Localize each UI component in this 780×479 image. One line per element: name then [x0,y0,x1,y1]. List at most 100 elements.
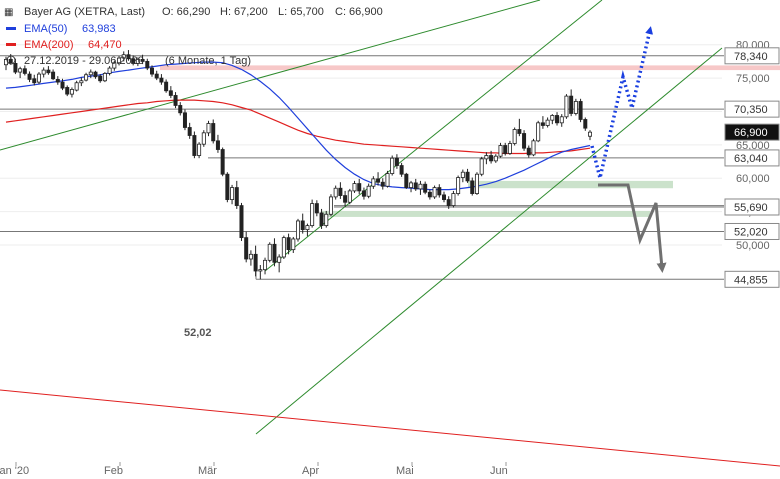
candle-body-down [583,119,588,129]
candle [319,208,324,229]
candle [74,80,79,92]
candle-body-down [154,73,159,79]
candle [178,102,183,116]
candle [512,127,517,146]
candle [573,98,578,116]
candle [140,54,145,65]
candle-body-up [135,59,140,64]
annotation-label: 52,02 [184,327,212,339]
bullish-scenario-arrow [590,26,653,179]
candle [79,77,84,87]
candle-body-down [65,87,70,95]
candle [84,72,89,82]
candle [441,191,446,203]
candle-body-up [451,193,456,206]
candle-body-down [168,90,173,96]
x-tick-label: Mai [396,465,414,477]
ohlc-low: L: 65,700 [278,6,324,18]
candle [324,210,329,228]
candle [244,231,249,263]
candle-body-up [536,122,541,142]
candle [545,117,550,128]
candle [117,56,122,66]
candle [277,254,282,273]
candle-body-down [272,243,277,263]
candle-body-up [230,187,235,200]
candle [131,55,136,66]
candle-body-down [98,75,103,82]
x-tick-label: Jun [490,465,508,477]
candle-body-up [36,73,41,83]
candle [88,69,93,79]
candle [437,184,442,198]
candle-body-up [267,243,272,261]
candle [248,250,253,266]
candle-body-up [295,220,300,240]
candle [338,182,343,199]
y-tick-label: 75,000 [736,73,770,85]
candle-body-up [460,171,465,178]
candle [46,66,51,75]
candle-body-down [27,73,32,80]
candle [168,86,173,99]
candle-body-up [107,67,112,74]
candle [55,76,60,85]
candle-body-up [390,157,395,174]
candle [13,58,18,75]
level-label: 70,350 [734,104,768,116]
candle-body-up [112,62,117,69]
level-label-box [724,222,780,240]
candle-body-down [93,71,98,78]
price-axis: 80,00075,00070,00065,00060,00055,00050,0… [724,40,780,288]
candle [493,154,498,163]
candle [409,180,414,193]
x-tick-label: Mär [198,465,217,477]
candle-body-down [399,165,404,175]
candle-body-up [545,119,550,126]
candle [465,168,470,183]
candle-body-down [140,59,145,62]
candle [507,140,512,155]
candle-body-down [376,178,381,183]
candle-body-up [474,173,479,194]
candle-body-down [126,54,131,60]
ohlc-high: H: 67,200 [220,6,268,18]
candle [286,233,291,255]
support-zone [468,180,673,189]
candle [239,202,244,241]
price-zones [160,65,780,217]
candle [385,170,390,188]
candle [310,199,315,228]
candle-body-down [517,129,522,134]
candle-body-down [225,173,230,200]
candle [366,183,371,199]
candle [187,122,192,139]
candle-body-down [32,78,37,84]
candle-body-down [192,135,197,156]
candle [291,236,296,253]
candle [93,70,98,79]
level-label: 66,900 [734,127,768,139]
candle [121,51,126,62]
candle-body-up [102,73,107,82]
candle [112,60,117,71]
candle [182,109,187,131]
candle-body-up [281,237,286,258]
candle-body-down [578,101,583,120]
candle [559,114,564,127]
candle [352,180,357,193]
candle [211,119,216,144]
y-tick-label: 50,000 [736,240,770,252]
candle-body-up [69,89,74,95]
candle [394,154,399,169]
candle-body-down [343,195,348,203]
legend: ▦ Bayer AG (XETRA, Last) O: 66,290 H: 67… [4,6,383,67]
candle-body-up [277,256,282,263]
candle-body-up [18,68,23,73]
period: (6 Monate, 1 Tag) [165,55,251,67]
candle-body-down [60,81,65,89]
candle-body-up [291,238,296,251]
candle [206,120,211,137]
